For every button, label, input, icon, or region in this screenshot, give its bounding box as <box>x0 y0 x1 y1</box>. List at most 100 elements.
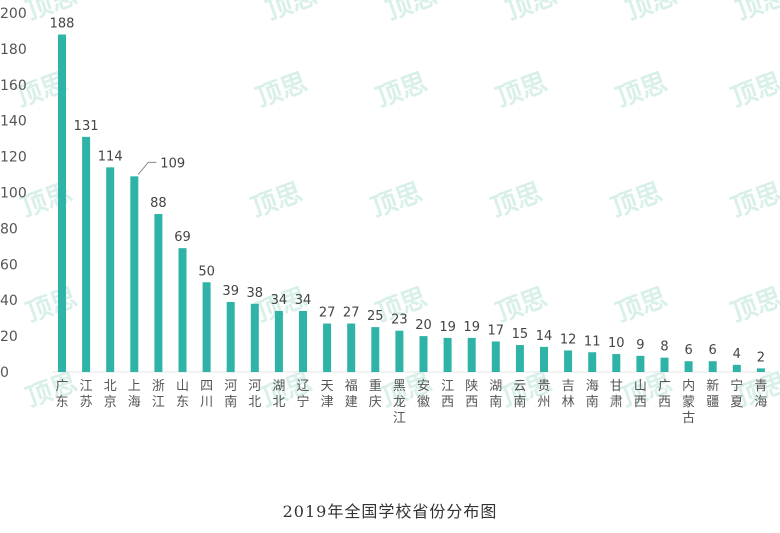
category-label: 古 <box>682 411 695 426</box>
data-label: 188 <box>50 17 75 32</box>
data-label: 20 <box>415 318 432 333</box>
watermark-text: 顶思 <box>612 68 671 114</box>
bar <box>660 357 669 372</box>
watermark-text: 顶思 <box>727 68 780 114</box>
category-label: 川 <box>200 395 213 410</box>
watermark-text: 顶思 <box>502 0 561 27</box>
category-label: 南 <box>224 394 237 410</box>
category-label: 江 <box>441 379 454 394</box>
category-label: 京 <box>104 395 117 410</box>
bar <box>202 282 211 372</box>
category-label: 东 <box>55 395 68 410</box>
data-label: 131 <box>74 119 99 134</box>
bar <box>82 136 91 372</box>
y-tick-label: 0 <box>0 365 9 381</box>
bar <box>636 355 645 372</box>
category-label: 浙 <box>152 379 165 394</box>
bar <box>226 301 235 372</box>
category-label: 北 <box>272 395 285 410</box>
leader-line <box>137 161 157 175</box>
category-label: 福 <box>345 379 358 394</box>
data-label: 19 <box>439 320 456 335</box>
watermark-text: 顶思 <box>247 178 306 224</box>
category-label: 建 <box>345 395 358 410</box>
watermark-text: 顶思 <box>727 283 780 329</box>
category-label: 南 <box>513 394 526 410</box>
bar <box>274 310 283 372</box>
category-label: 内 <box>682 378 695 394</box>
watermark-text: 顶思 <box>622 0 681 27</box>
data-label: 34 <box>271 293 288 308</box>
bar <box>443 337 452 372</box>
data-label: 12 <box>560 332 577 347</box>
category-label: 天 <box>321 379 334 394</box>
bar <box>395 330 404 372</box>
bar <box>299 310 307 372</box>
category-label: 夏 <box>730 395 743 410</box>
category-labels-group: 广东江苏北京上海浙江山东四川河南河北湖北辽宁天津福建重庆黑龙江安徽江西陕西湖南云… <box>55 378 767 426</box>
data-label: 27 <box>319 306 336 321</box>
category-label: 广 <box>55 379 68 394</box>
category-label: 苏 <box>80 394 93 410</box>
y-tick-label: 140 <box>0 114 27 130</box>
category-label: 江 <box>393 411 406 426</box>
watermark-text: 顶思 <box>367 178 426 224</box>
category-label: 上 <box>128 379 141 394</box>
data-label: 34 <box>295 293 312 308</box>
data-label: 88 <box>150 196 167 211</box>
y-tick-label: 80 <box>0 221 18 237</box>
category-label: 州 <box>537 395 550 410</box>
y-axis: 0 20 40 60 80 100 120 140 160 180 200 <box>0 6 771 381</box>
bar <box>540 346 548 372</box>
watermark-text: 顶思 <box>732 0 780 27</box>
category-label: 山 <box>634 379 647 394</box>
data-label: 23 <box>391 313 408 328</box>
category-label: 蒙 <box>682 395 695 410</box>
category-label: 北 <box>104 379 117 394</box>
data-label: 69 <box>174 230 191 245</box>
category-label: 青 <box>754 379 767 394</box>
y-tick-label: 20 <box>0 329 18 345</box>
data-label: 114 <box>98 149 123 164</box>
category-label: 四 <box>200 379 213 394</box>
data-label: 25 <box>367 309 384 324</box>
category-label: 江 <box>152 395 165 410</box>
category-label: 宁 <box>730 378 743 394</box>
category-label: 辽 <box>296 379 309 394</box>
chart-caption: 2019年全国学校省份分布图 <box>282 502 498 521</box>
watermark-text: 顶思 <box>252 68 311 114</box>
watermark-text: 顶思 <box>607 178 666 224</box>
category-label: 东 <box>176 395 189 410</box>
category-label: 新 <box>706 378 719 394</box>
watermark-text: 顶思 <box>487 178 546 224</box>
category-label: 云 <box>513 379 526 394</box>
watermark-text: 顶思 <box>22 283 81 329</box>
category-label: 贵 <box>537 379 550 394</box>
bar <box>347 323 356 372</box>
data-label: 15 <box>512 327 529 342</box>
category-label: 肃 <box>610 395 623 410</box>
y-tick-label: 40 <box>0 293 18 309</box>
category-label: 南 <box>489 394 502 410</box>
bar <box>732 364 741 372</box>
category-label: 海 <box>128 395 141 410</box>
category-label: 海 <box>754 395 767 410</box>
bar <box>612 354 621 372</box>
category-label: 龙 <box>393 395 406 410</box>
watermark-text: 顶思 <box>492 68 551 114</box>
bar <box>130 176 139 372</box>
data-label: 2 <box>757 350 765 365</box>
category-label: 林 <box>562 395 575 410</box>
data-label: 6 <box>684 343 692 358</box>
category-label: 江 <box>80 379 93 394</box>
data-label: 19 <box>463 320 480 335</box>
watermark-text: 顶思 <box>612 283 671 329</box>
data-label: 9 <box>636 338 644 353</box>
watermark-text: 顶思 <box>372 68 431 114</box>
category-label: 北 <box>248 395 261 410</box>
data-label: 50 <box>198 264 215 279</box>
watermark-text: 顶思 <box>22 368 81 414</box>
bar <box>371 327 380 372</box>
